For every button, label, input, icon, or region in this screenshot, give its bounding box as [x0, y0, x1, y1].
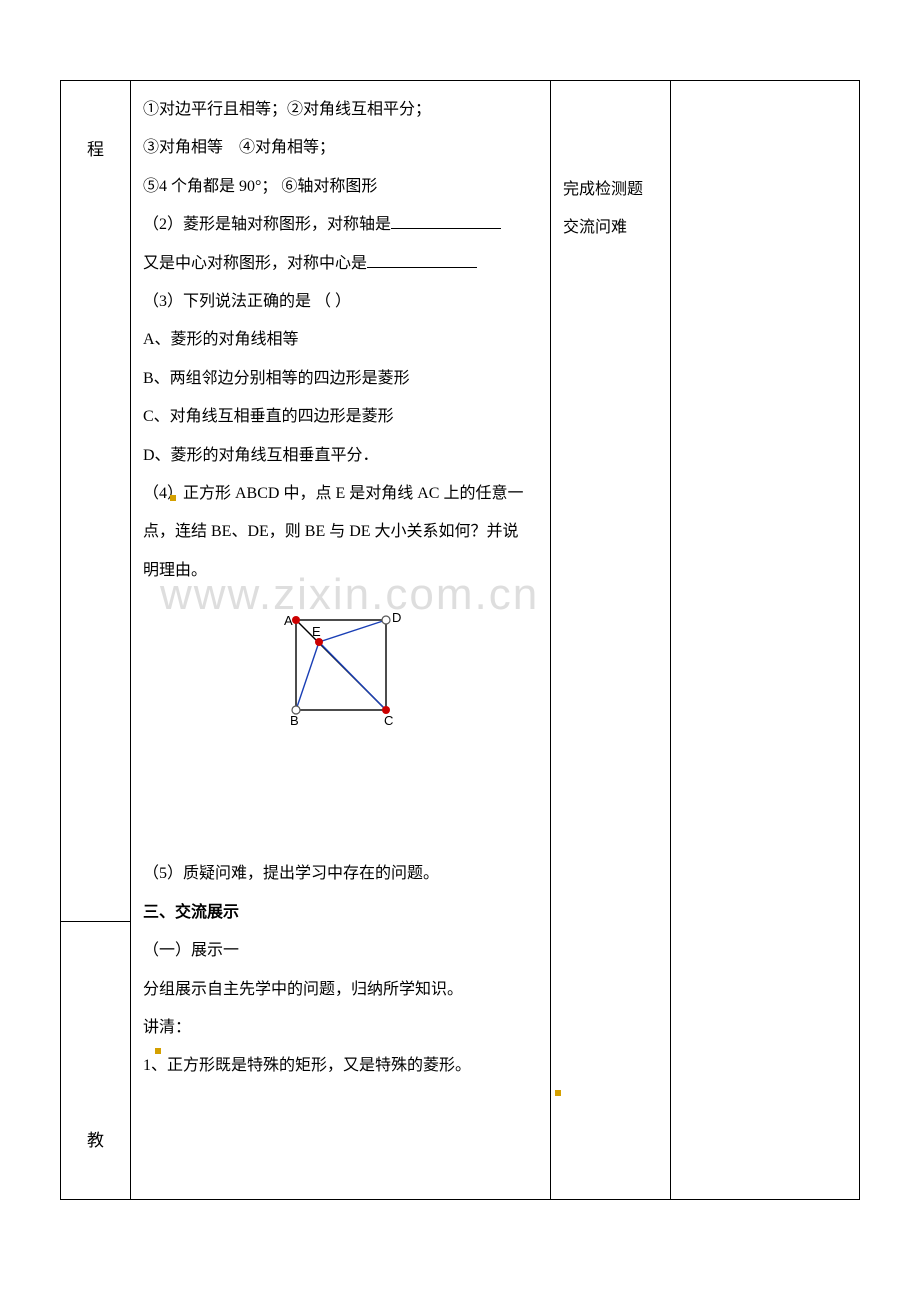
label-a: A — [284, 613, 293, 628]
empty-col4 — [671, 81, 860, 1200]
lesson-table: 程 ①对边平行且相等；②对角线互相平分； ③对角相等 ④对角相等； ⑤4 个角都… — [60, 80, 860, 1200]
q4-line1: （4）正方形 ABCD 中，点 E 是对角线 AC 上的任意一 — [143, 475, 538, 513]
label-c: C — [384, 713, 393, 728]
label-b: B — [290, 713, 299, 728]
item-6: （3）下列说法正确的是 （ ） — [143, 283, 538, 321]
artifact-dot — [555, 1090, 561, 1096]
q4-line2: 点，连结 BE、DE，则 BE 与 DE 大小关系如何？并说 — [143, 513, 538, 551]
sub-4: 1、正方形既是特殊的矩形，又是特殊的菱形。 — [143, 1047, 538, 1085]
label-e: E — [312, 624, 321, 639]
side-line1: 完成检测题 — [563, 171, 658, 209]
q4-line3: 明理由。 — [143, 552, 538, 590]
artifact-dot — [155, 1048, 161, 1054]
item-2: ③对角相等 ④对角相等； — [143, 129, 538, 167]
row-label-cheng: 程 — [61, 81, 130, 158]
q5: （5）质疑问难，提出学习中存在的问题。 — [143, 855, 538, 893]
item-3: ⑤4 个角都是 90°； ⑥轴对称图形 — [143, 168, 538, 206]
opt-c: C、对角线互相垂直的四边形是菱形 — [143, 398, 538, 436]
item-1: ①对边平行且相等；②对角线互相平分； — [143, 91, 538, 129]
artifact-dot — [170, 495, 176, 501]
section-3-heading: 三、交流展示 — [143, 894, 538, 932]
item-5: 又是中心对称图形，对称中心是 — [143, 245, 538, 283]
opt-a: A、菱形的对角线相等 — [143, 321, 538, 359]
label-d: D — [392, 610, 401, 625]
sub-3: 讲清： — [143, 1009, 538, 1047]
square-diagram: A D B C E — [266, 600, 416, 730]
sub-1: （一）展示一 — [143, 932, 538, 970]
square-diagram-wrap: A D B C E — [143, 600, 538, 745]
opt-b: B、两组邻边分别相等的四边形是菱形 — [143, 360, 538, 398]
opt-d: D、菱形的对角线互相垂直平分． — [143, 437, 538, 475]
sub-2: 分组展示自主先学中的问题，归纳所学知识。 — [143, 971, 538, 1009]
side-line2: 交流问难 — [563, 209, 658, 247]
row-label-jiao: 教 — [61, 922, 130, 1199]
side-notes: 完成检测题 交流问难 — [551, 81, 670, 258]
main-content-cell: ①对边平行且相等；②对角线互相平分； ③对角相等 ④对角相等； ⑤4 个角都是 … — [131, 81, 550, 1096]
item-4: （2）菱形是轴对称图形，对称轴是 — [143, 206, 538, 244]
